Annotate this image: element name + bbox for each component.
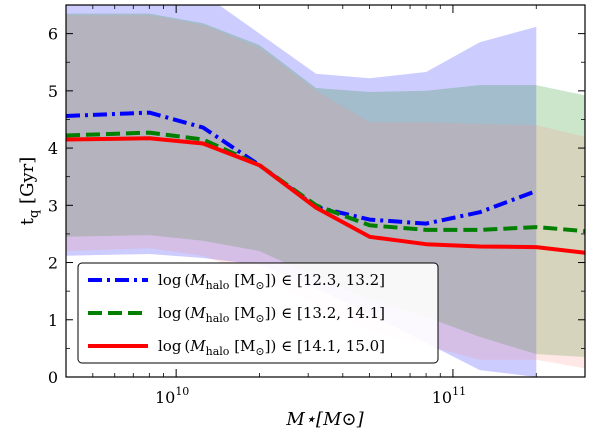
plot-frame: [65, 4, 586, 378]
y-tick-label: 0: [48, 368, 58, 387]
series-lines: [66, 110, 585, 255]
axis-ticks: [65, 5, 586, 378]
legend: log (Mhalo [M⊙]) ∈ [12.3, 13.2] log (Mhal…: [77, 262, 439, 364]
series-line-2: [66, 130, 585, 234]
y-tick-label: 2: [48, 254, 58, 273]
x-tick-label: 1010: [155, 385, 189, 407]
uncertainty-band-2: [66, 13, 585, 357]
uncertainty-band-3: [66, 15, 585, 369]
y-tick-label: 1: [48, 311, 58, 330]
y-tick-label: 5: [48, 82, 58, 101]
y-tick-label: 6: [48, 25, 58, 44]
y-tick-label: 3: [48, 196, 58, 215]
legend-box: [77, 262, 439, 364]
tick-labels: 0 1 2 3 4 5 6 1010 1011: [48, 25, 466, 407]
y-axis-label: tq [Gyr]: [17, 157, 42, 225]
x-tick-label: 1011: [432, 385, 466, 407]
series-line-3: [66, 136, 585, 255]
x-axis-label: M⋆[M⊙]: [285, 409, 364, 430]
y-tick-label: 4: [48, 139, 58, 158]
legend-entry-2: log (Mhalo [M⊙]) ∈ [13.2, 14.1]: [158, 304, 385, 325]
legend-entry-1: log (Mhalo [M⊙]) ∈ [12.3, 13.2]: [158, 271, 385, 292]
legend-entry-3: log (Mhalo [M⊙]) ∈ [14.1, 15.0]: [158, 337, 385, 358]
